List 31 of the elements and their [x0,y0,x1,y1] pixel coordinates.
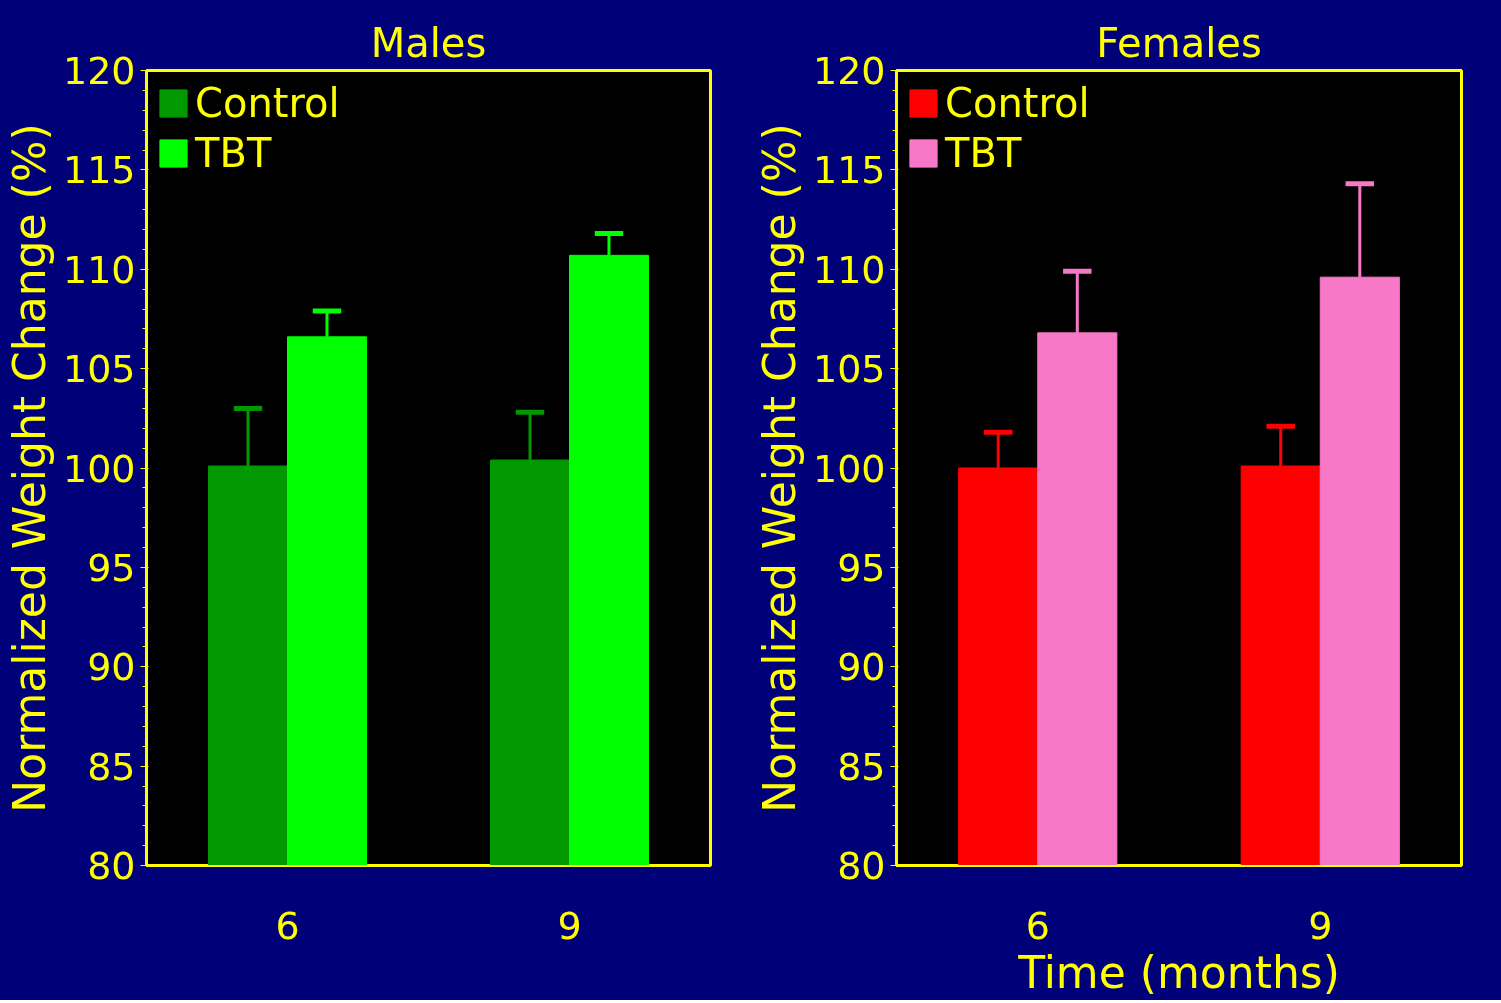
y-tick-label: 85 [87,744,136,789]
chart-title: Females [1096,19,1262,66]
legend-label: Control [195,80,340,126]
y-tick-label: 115 [812,148,886,193]
y-tick-label: 80 [837,844,886,888]
y-tick-label: 100 [812,446,886,491]
y-axis-title: Normalized Weight Change (%) [3,123,55,813]
x-tick-label: 9 [557,903,582,948]
x-tick-label: 9 [1308,903,1333,948]
y-tick-label: 115 [62,148,136,193]
legend-label: TBT [945,130,1022,176]
x-axis-title: Time (months) [1017,946,1340,998]
y-tick-label: 95 [837,545,886,590]
y-tick-label: 80 [87,844,136,888]
y-tick-label: 90 [87,645,136,690]
y-axis-title: Normalized Weight Change (%) [753,123,805,813]
x-tick-label: 6 [275,903,300,948]
chart-title: Males [370,19,487,66]
y-tick-label: 120 [812,49,886,93]
y-tick-label: 100 [62,446,136,491]
x-tick-label: 6 [1025,903,1050,948]
y-tick-label: 105 [62,347,136,392]
y-tick-label: 110 [62,247,136,292]
y-tick-label: 85 [837,744,886,789]
legend-label: TBT [195,130,272,176]
y-tick-label: 120 [62,49,136,93]
y-tick-label: 95 [87,545,136,590]
legend-label: Control [945,80,1090,126]
y-tick-label: 110 [812,247,886,292]
y-tick-label: 90 [837,645,886,690]
y-tick-label: 105 [812,347,886,392]
